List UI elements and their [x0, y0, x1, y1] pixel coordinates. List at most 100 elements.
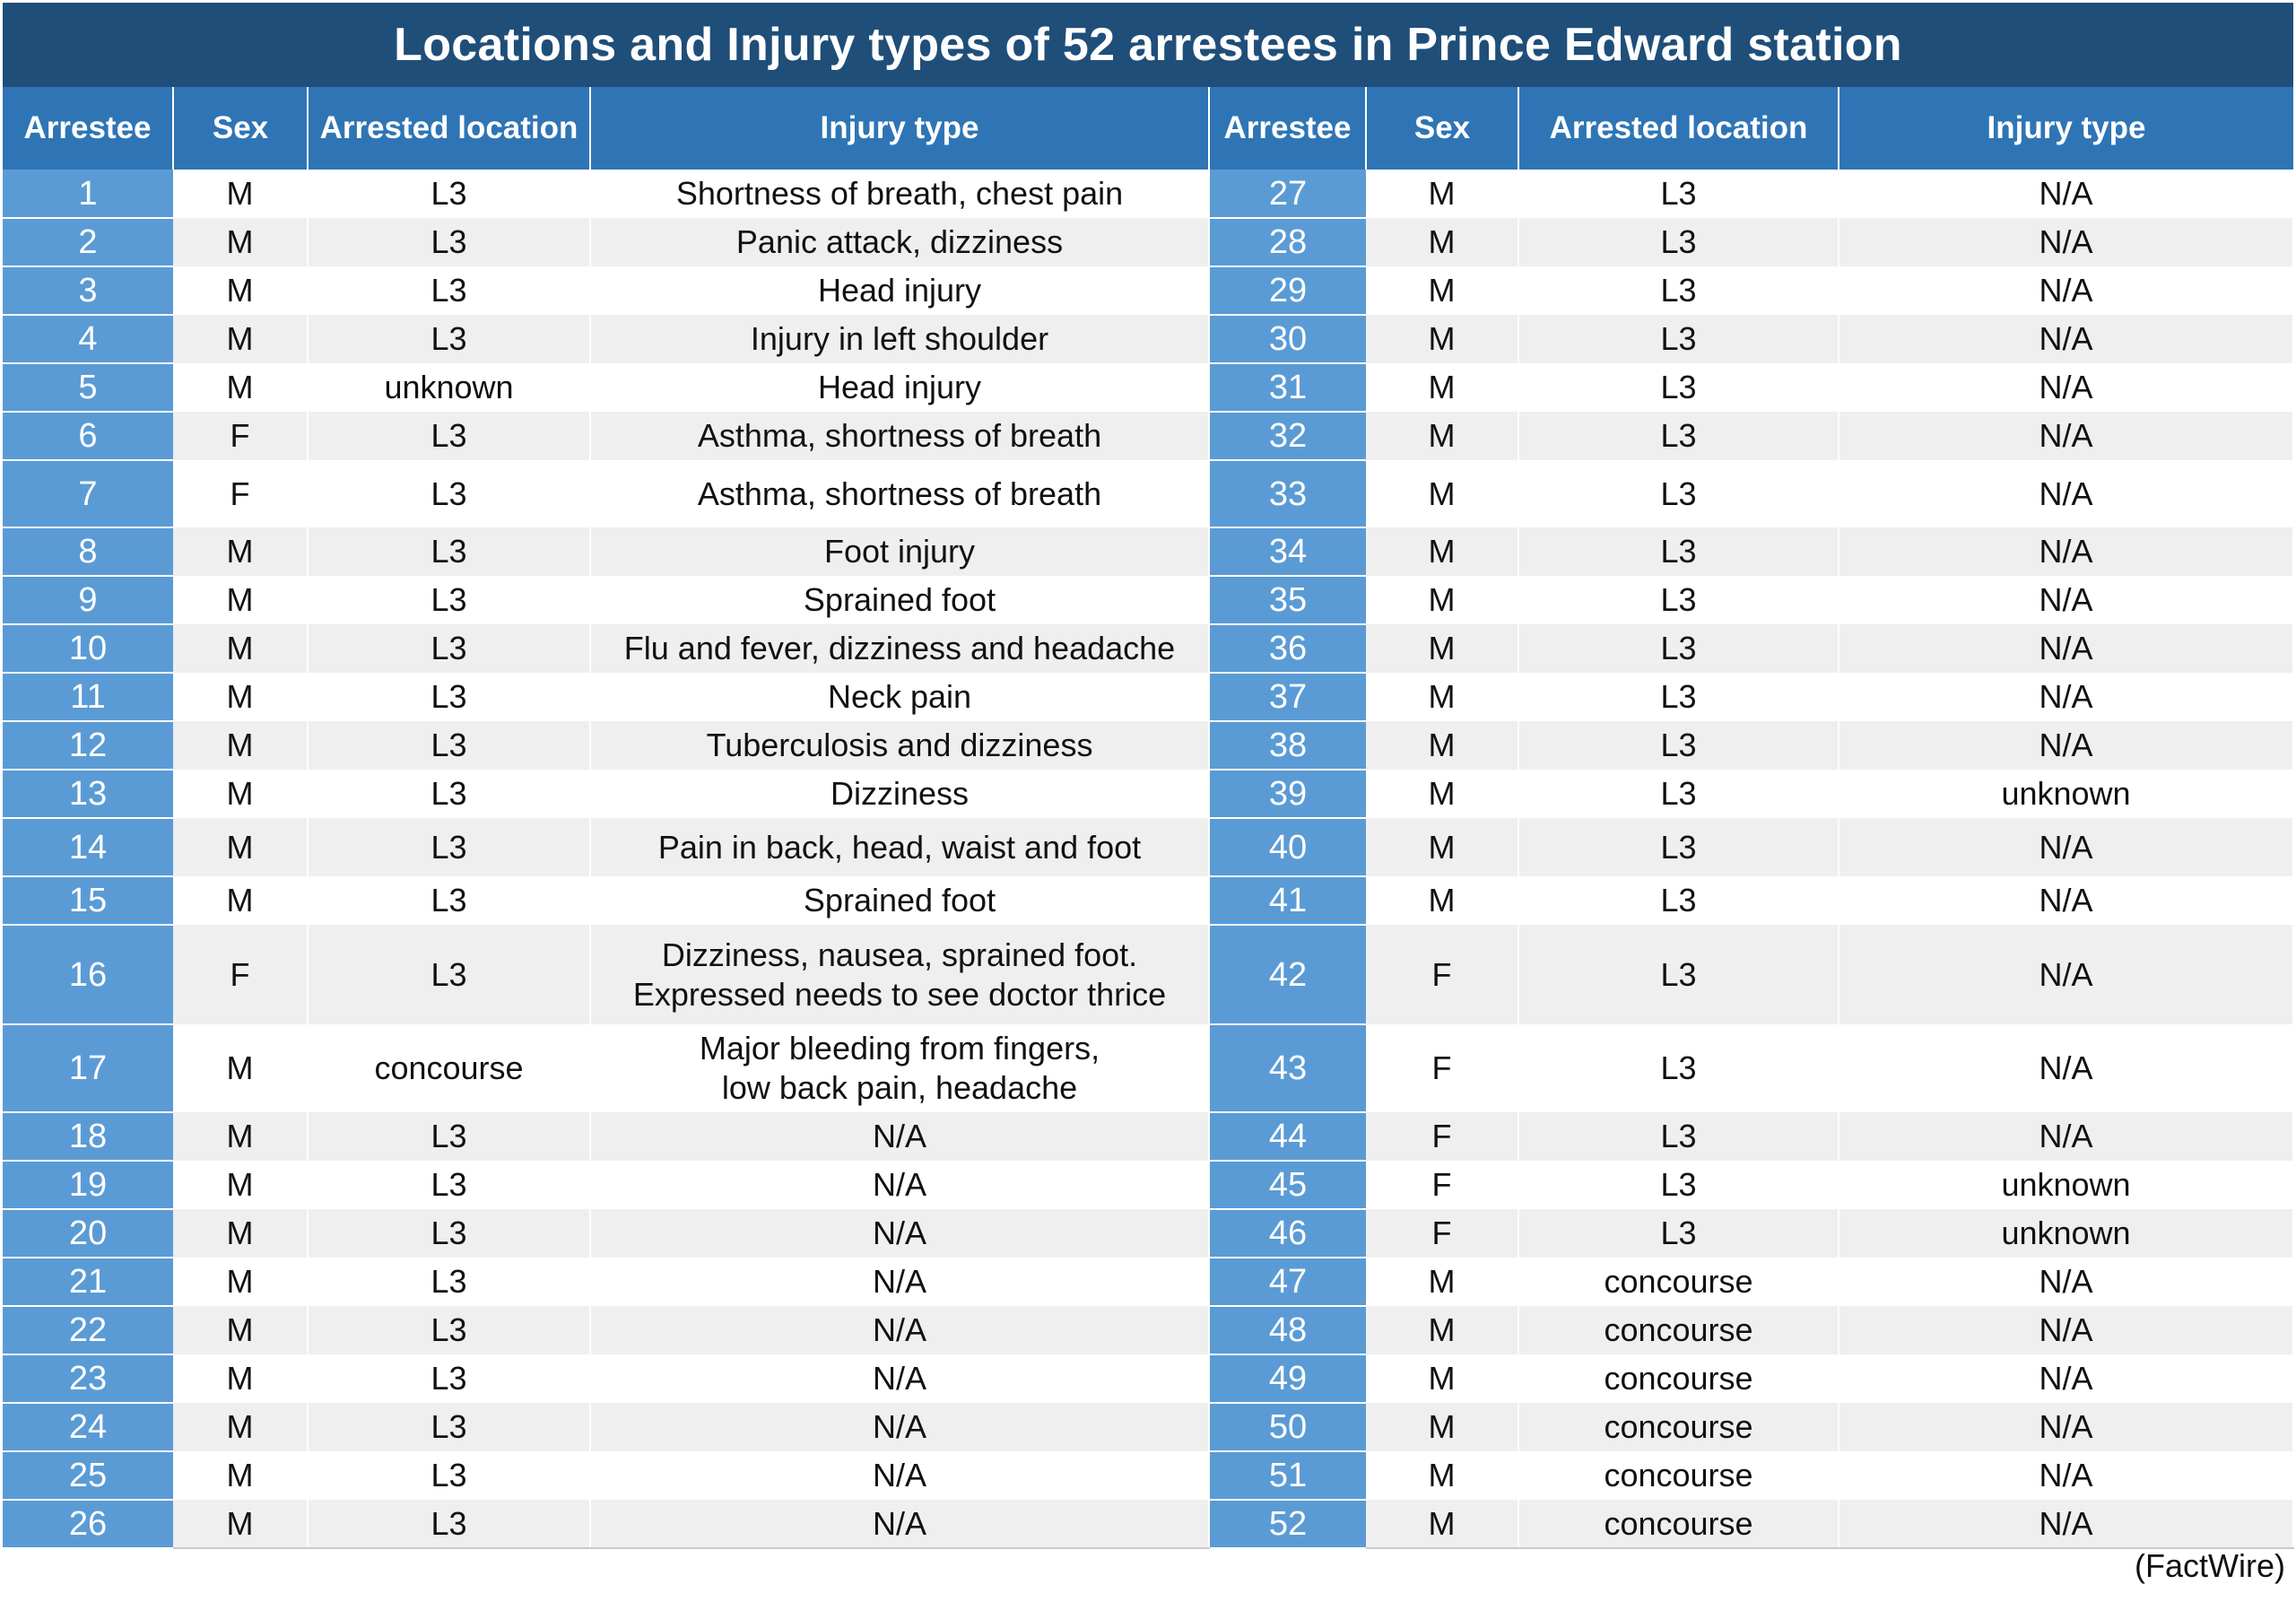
sex-cell: M [173, 770, 309, 818]
arrestee-number: 17 [3, 1024, 173, 1113]
arrestee-number: 13 [3, 770, 173, 819]
location-cell: concourse [1518, 1306, 1839, 1354]
arrestee-number: 21 [3, 1258, 173, 1307]
injury-cell: Sprained foot [590, 576, 1210, 624]
sex-cell: M [1366, 218, 1519, 266]
header-injury-right: Injury type [1839, 87, 2293, 170]
location-cell: concourse [308, 1024, 591, 1112]
injury-line: unknown [2001, 1215, 2131, 1251]
injury-line: Dizziness, nausea, sprained foot. [661, 936, 1138, 973]
sex-cell: M [1366, 673, 1519, 721]
injury-line: N/A [872, 1360, 926, 1397]
location-cell: L3 [1518, 170, 1839, 218]
location-cell: L3 [308, 721, 591, 770]
location-cell: L3 [1518, 925, 1839, 1024]
location-cell: L3 [1518, 315, 1839, 363]
injury-cell: N/A [590, 1258, 1210, 1306]
location-cell: L3 [308, 1161, 591, 1209]
injury-line: Major bleeding from fingers, [699, 1030, 1100, 1067]
arrestee-number: 23 [3, 1354, 173, 1404]
injury-line: N/A [2039, 1504, 2093, 1542]
location-cell: L3 [308, 266, 591, 315]
arrestee-number: 30 [1209, 315, 1366, 364]
injury-cell: N/A [1839, 1500, 2294, 1549]
location-cell: concourse [1518, 1403, 1839, 1451]
injury-cell: N/A [1839, 1258, 2294, 1306]
table-row: 18 M L3 N/A 44 F L3 N/A [3, 1112, 2294, 1162]
injury-cell: Neck pain [590, 673, 1210, 721]
sex-cell: M [173, 673, 309, 721]
injury-line: Panic attack, dizziness [735, 223, 1064, 260]
arrestee-number: 26 [3, 1500, 173, 1549]
arrestee-number: 25 [3, 1451, 173, 1501]
injury-line: Shortness of breath, chest pain [675, 175, 1124, 212]
injury-cell: N/A [590, 1306, 1210, 1354]
location-cell: L3 [1518, 527, 1839, 576]
table-row: 13 M L3 Dizziness 39 M L3 unknown [3, 770, 2294, 819]
injury-line: Asthma, shortness of breath [697, 417, 1102, 454]
injury-line: Sprained foot [803, 882, 996, 919]
location-cell: L3 [308, 876, 591, 925]
sex-cell: M [1366, 170, 1519, 218]
injury-cell: N/A [590, 1403, 1210, 1451]
table-title: Locations and Injury types of 52 arreste… [3, 3, 2293, 87]
location-cell: unknown [308, 363, 591, 412]
injury-cell: Asthma, shortness of breath [590, 460, 1210, 527]
injury-cell: N/A [1839, 576, 2294, 624]
sex-cell: F [173, 460, 309, 527]
injury-line: Sprained foot [803, 581, 996, 618]
injury-line: Head injury [817, 369, 982, 405]
injury-line: unknown [2001, 1166, 2131, 1203]
injury-cell: Shortness of breath, chest pain [590, 170, 1210, 218]
injury-line: N/A [2039, 475, 2093, 512]
arrestee-number: 16 [3, 925, 173, 1025]
arrestee-number: 49 [1209, 1354, 1366, 1404]
injury-line: Flu and fever, dizziness and headache [623, 630, 1176, 666]
injury-line: N/A [2039, 1311, 2093, 1348]
sex-cell: F [1366, 925, 1519, 1024]
injury-line: N/A [2039, 223, 2093, 260]
table-row: 8 M L3 Foot injury 34 M L3 N/A [3, 527, 2294, 577]
injury-cell: N/A [1839, 673, 2294, 721]
table-row: 3 M L3 Head injury 29 M L3 N/A [3, 266, 2294, 316]
sex-cell: M [173, 1306, 309, 1354]
arrestee-number: 2 [3, 218, 173, 267]
injury-cell: N/A [1839, 460, 2294, 527]
injury-line: N/A [2039, 272, 2093, 309]
table-row: 15 M L3 Sprained foot 41 M L3 N/A [3, 876, 2294, 926]
sex-cell: M [1366, 876, 1519, 925]
table-row: 12 M L3 Tuberculosis and dizziness 38 M L3 N/A [3, 721, 2294, 771]
injury-cell: Injury in left shoulder [590, 315, 1210, 363]
injury-cell: N/A [1839, 624, 2294, 673]
injury-cell: Head injury [590, 266, 1210, 315]
arrestee-number: 15 [3, 876, 173, 926]
injury-line: N/A [2039, 1408, 2093, 1445]
arrestee-number: 41 [1209, 876, 1366, 926]
arrestee-number: 29 [1209, 266, 1366, 316]
location-cell: L3 [1518, 412, 1839, 460]
injury-line: N/A [2039, 828, 2093, 866]
arrestee-number: 24 [3, 1403, 173, 1452]
sex-cell: M [1366, 412, 1519, 460]
sex-cell: M [1366, 315, 1519, 363]
location-cell: L3 [308, 770, 591, 818]
location-cell: L3 [308, 218, 591, 266]
location-cell: L3 [1518, 1209, 1839, 1258]
arrestee-number: 22 [3, 1306, 173, 1355]
injury-cell: N/A [590, 1112, 1210, 1161]
table-row: 6 F L3 Asthma, shortness of breath 32 M L3 N/A [3, 412, 2294, 461]
table-row: 16 F L3 Dizziness, nausea, sprained foot. Ex… [3, 925, 2294, 1025]
injury-line: N/A [2039, 1457, 2093, 1493]
injury-line: N/A [872, 1457, 926, 1493]
injury-line: Tuberculosis and dizziness [706, 727, 1093, 763]
arrestee-number: 28 [1209, 218, 1366, 267]
injury-line: N/A [2039, 955, 2093, 993]
location-cell: L3 [308, 1306, 591, 1354]
arrestee-number: 37 [1209, 673, 1366, 722]
arrestee-number: 10 [3, 624, 173, 674]
table-row: 14 M L3 Pain in back, head, waist and foot 4… [3, 818, 2294, 877]
